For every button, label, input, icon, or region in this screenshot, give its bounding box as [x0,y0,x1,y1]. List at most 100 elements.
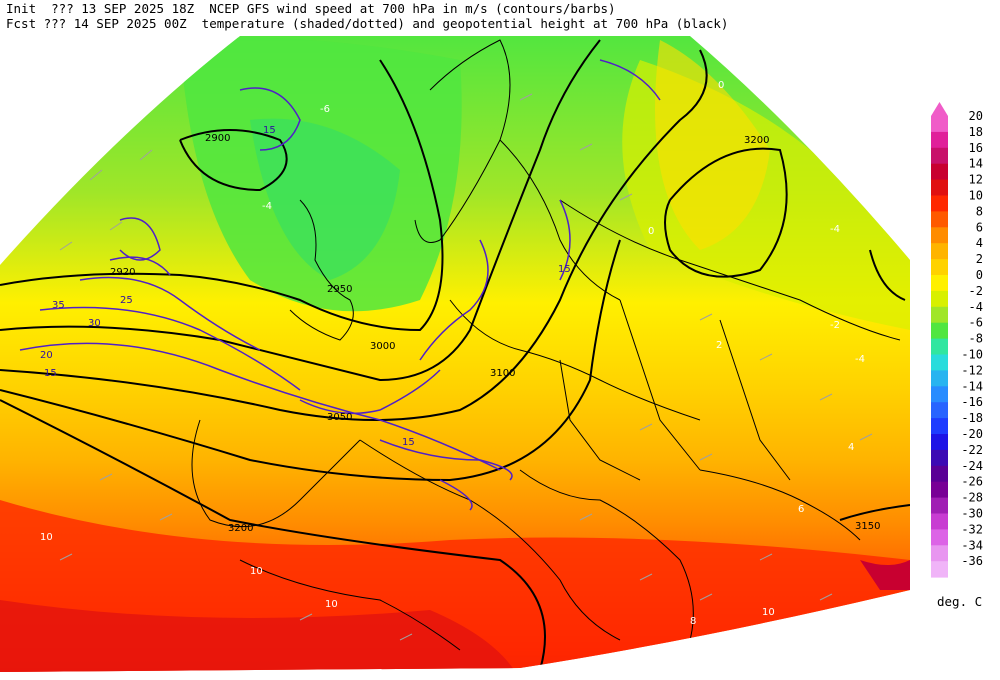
colorbar-swatch [931,545,948,562]
colorbar-swatch [931,418,948,435]
wind-label-20: 20 [40,350,53,361]
temperature-labels: -6 -4 -4 -4 -2 0 0 2 4 6 8 10 10 10 10 [40,80,865,627]
temp-label-6: 6 [798,504,804,515]
colorbar-tick-label: -34 [961,538,983,552]
colorbar-swatch [931,147,948,165]
colorbar-swatch [931,290,948,308]
colorbar-tick-label: -14 [961,379,983,393]
colorbar-tick-label: 20 [969,109,983,123]
height-label-2900: 2900 [205,133,230,144]
map-labels: 2900 2920 2950 3000 3050 3100 3150 3200 … [40,80,880,627]
wind-label-15c: 15 [402,437,415,448]
wind-barbs [39,93,873,641]
wind-label-15: 15 [263,125,276,136]
hot-spot-east [860,560,910,590]
colorbar-arrow [931,102,948,116]
colorbar-tick-label: 18 [969,125,983,139]
colorbar-swatch [931,434,948,451]
colorbar-swatch [931,338,948,355]
height-label-3000: 3000 [370,341,395,352]
colorbar-tick-label: -12 [961,363,983,377]
temp-label-m2: -2 [830,320,840,331]
colorbar-swatch [931,465,948,483]
wind-label-15b: 15 [44,368,57,379]
wind-label-25: 25 [120,295,133,306]
colorbar-tick-label: 6 [976,220,983,234]
temp-label-m4b: -4 [830,224,840,235]
colorbar-swatch [931,116,948,133]
colorbar-tick-label: -36 [961,554,983,568]
temp-label-10: 10 [40,532,53,543]
colorbar-swatch [931,497,948,514]
height-label-3150: 3150 [855,521,880,532]
colorbar-swatch [931,529,948,546]
colorbar-swatch [931,243,948,260]
height-contours [0,39,910,671]
colorbar-tick-label: -10 [961,348,983,362]
coastlines [191,39,901,651]
colorbar-swatch [931,402,948,419]
colorbar-tick-label: -16 [961,395,983,409]
colorbar-swatch [931,306,948,324]
colorbar-tick-label: 2 [976,252,983,266]
colorbar-swatch [931,386,948,403]
temp-label-0: 0 [718,80,724,91]
colorbar-swatch [931,449,948,467]
colorbar-tick-label: 10 [969,189,983,203]
wind-contours [19,59,661,511]
height-label-2950: 2950 [327,284,352,295]
temp-label-4: 4 [848,442,854,453]
colorbar-tick-label: 14 [969,157,983,171]
colorbar-swatch [931,131,948,149]
colorbar-tick-label: 12 [969,173,983,187]
temp-label-m4: -4 [262,201,272,212]
colorbar-tick-label: -26 [961,475,983,489]
wind-label-15d: 15 [558,264,571,275]
temp-label-0b: 0 [648,226,654,237]
temp-label-10c: 10 [325,599,338,610]
temp-label-10b: 10 [250,566,263,577]
height-labels: 2900 2920 2950 3000 3050 3100 3150 3200 … [110,133,880,534]
height-label-3100: 3100 [490,368,515,379]
colorbar-swatch [931,370,948,387]
colorbar-swatch [931,211,948,228]
colorbar-tick-label: -2 [969,284,983,298]
temp-label-m4c: -4 [855,354,865,365]
colorbar-tick-label: -28 [961,491,983,505]
header-init-line: Init ??? 13 SEP 2025 18Z NCEP GFS wind s… [6,1,616,16]
wind-labels: 15 20 25 30 35 15 15 15 [40,125,571,448]
colorbar-tick-label: -32 [961,522,983,536]
colorbar-tick-label: -20 [961,427,983,441]
colorbar-tick-label: 4 [976,236,983,250]
wind-label-35: 35 [52,300,65,311]
colorbar-tick-label: -22 [961,443,983,457]
colorbar-tick-label: -6 [969,316,983,330]
colorbar-swatch [931,322,948,340]
colorbar-unit-label: deg. C [937,594,983,609]
colorbar-tick-label: -30 [961,507,983,521]
colorbar-swatch [931,179,948,196]
wind-label-30: 30 [88,318,101,329]
height-label-3050: 3050 [327,412,352,423]
height-label-2920: 2920 [110,267,135,278]
hottest-region [0,600,520,672]
colorbar-swatch [931,227,948,244]
colorbar-swatch [931,513,948,530]
colorbar-swatch [931,481,948,499]
colorbar-swatch [931,561,948,578]
colorbar-tick-label: -18 [961,411,983,425]
colorbar-swatch [931,163,948,181]
header-forecast-line: Fcst ??? 14 SEP 2025 00Z temperature (sh… [6,16,729,31]
colorbar-swatch [931,259,948,276]
colorbar-tick-label: 8 [976,204,983,218]
colorbar-swatch [931,275,948,292]
height-label-3200b: 3200 [228,523,253,534]
map-domain [0,36,910,672]
temp-label-2: 2 [716,340,722,351]
temp-label-8: 8 [690,616,696,627]
colorbar-swatch [931,195,948,212]
colorbar-tick-label: 0 [976,268,983,282]
colorbar-tick-label: -24 [961,459,983,473]
